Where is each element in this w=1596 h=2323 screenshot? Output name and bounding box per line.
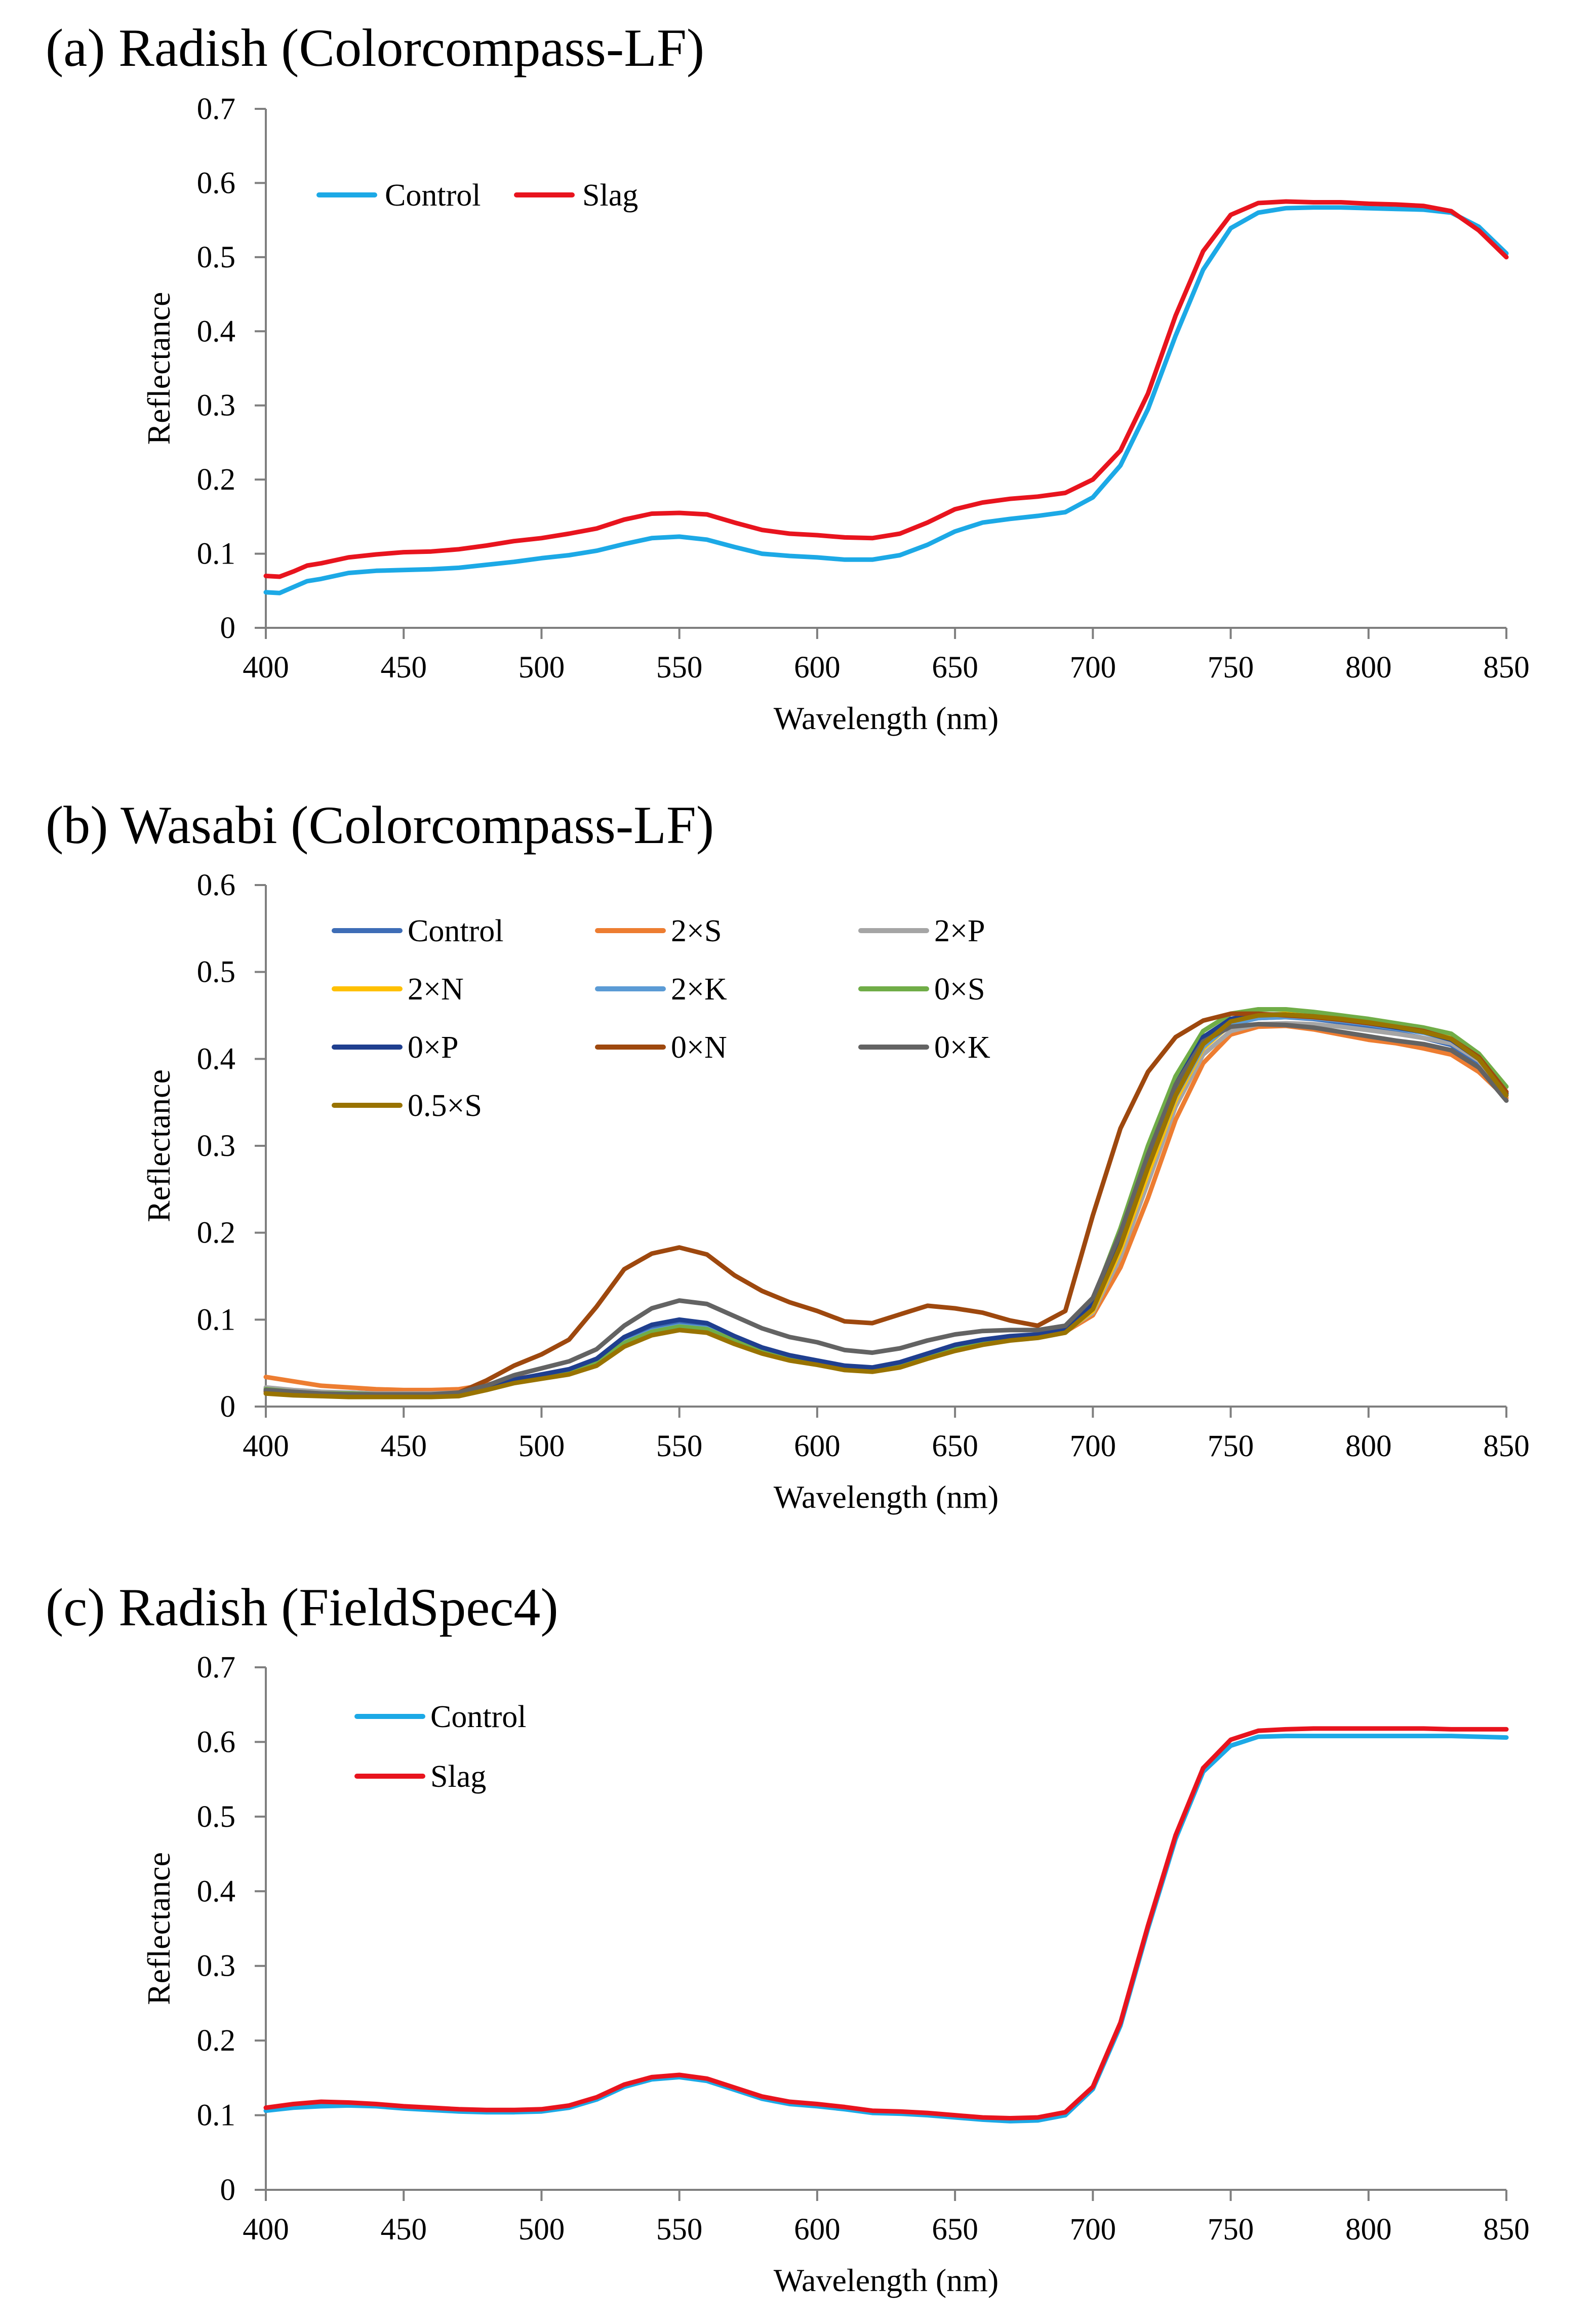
x-tick-label: 400 (243, 1429, 289, 1463)
y-axis-label: Reflectance (141, 1069, 177, 1222)
y-tick-label: 0.1 (197, 2099, 235, 2133)
y-tick-label: 0.4 (197, 314, 235, 348)
legend: Control Slag (354, 1700, 526, 1794)
legend-label: 0×K (934, 1030, 990, 1065)
series-line-slag (263, 1726, 1509, 2120)
x-tick-label: 650 (932, 1429, 978, 1463)
x-tick-label: 700 (1070, 2213, 1116, 2247)
x-tick-label: 600 (794, 1429, 841, 1463)
y-tick-label: 0.5 (197, 1800, 235, 1834)
legend-label: 2×S (671, 914, 722, 948)
x-tick-label: 650 (932, 2213, 978, 2247)
y-tick-label: 0 (220, 611, 236, 645)
x-tick-label: 800 (1345, 651, 1392, 685)
y-tick-label: 0.3 (197, 1949, 235, 1983)
y-tick-label: 0.2 (197, 2024, 235, 2058)
panel-a: (a) Radish (Colorcompass-LF) 0 0.1 0.2 0.3 0.… (46, 18, 1530, 736)
legend-label: 0×N (671, 1030, 727, 1065)
x-tick-label: 600 (794, 651, 841, 685)
y-tick-label: 0.3 (197, 389, 235, 423)
x-tick-label: 850 (1483, 651, 1530, 685)
x-tick-label: 700 (1070, 651, 1116, 685)
legend-label: Slag (582, 178, 638, 213)
panel-title: (a) Radish (Colorcompass-LF) (46, 18, 704, 77)
x-tick-label: 750 (1208, 2213, 1254, 2247)
y-tick-label: 0.5 (197, 241, 235, 274)
legend: Control 2×S 2×P 2×N 2×K 0×S 0×P 0×N 0×K 0.5×S (332, 914, 990, 1123)
y-tick-label: 0.3 (197, 1129, 235, 1163)
legend-label: 2×P (934, 914, 985, 948)
x-tick-label: 500 (518, 2213, 565, 2247)
x-tick-label: 500 (518, 651, 565, 685)
x-tick-label: 750 (1208, 1429, 1254, 1463)
y-tick-label: 0.4 (197, 1042, 235, 1076)
x-tick-label: 500 (518, 1429, 565, 1463)
y-tick-label: 0.2 (197, 463, 235, 497)
legend-label: Slag (430, 1759, 486, 1794)
y-tick-label: 0.1 (197, 1303, 235, 1337)
x-tick-label: 650 (932, 651, 978, 685)
x-tick-label: 450 (380, 1429, 427, 1463)
y-tick-label: 0 (220, 1390, 236, 1424)
series-line-slag (263, 199, 1509, 579)
panel-b: (b) Wasabi (Colorcompass-LF) 0 0.1 0.2 0.3 0.… (46, 795, 1530, 1515)
x-axis-label: Wavelength (nm) (774, 700, 999, 736)
x-axis-label: Wavelength (nm) (774, 1479, 999, 1515)
panel-title: (c) Radish (FieldSpec4) (46, 1578, 558, 1637)
x-tick-label: 750 (1208, 651, 1254, 685)
legend: Control Slag (316, 178, 638, 213)
legend-label: Control (430, 1700, 526, 1734)
y-tick-label: 0.4 (197, 1874, 235, 1908)
series-line-control (263, 205, 1509, 595)
x-tick-label: 450 (380, 651, 427, 685)
x-tick-label: 800 (1345, 2213, 1392, 2247)
y-tick-label: 0.2 (197, 1216, 235, 1250)
x-tick-label: 850 (1483, 2213, 1530, 2247)
y-tick-label: 0.7 (197, 1651, 235, 1685)
x-tick-label: 400 (243, 2213, 289, 2247)
x-axis-label: Wavelength (nm) (774, 2262, 999, 2298)
legend-label: 0.5×S (408, 1089, 482, 1123)
y-tick-label: 0.1 (197, 537, 235, 571)
x-tick-label: 700 (1070, 1429, 1116, 1463)
y-axis-label: Reflectance (141, 1852, 177, 2005)
y-tick-label: 0.5 (197, 955, 235, 989)
x-tick-label: 550 (656, 1429, 703, 1463)
y-tick-label: 0.6 (197, 868, 235, 902)
x-tick-label: 450 (380, 2213, 427, 2247)
legend-label: 2×K (671, 972, 727, 1007)
x-tick-label: 800 (1345, 1429, 1392, 1463)
y-tick-label: 0.6 (197, 166, 235, 200)
legend-label: 0×P (408, 1030, 458, 1065)
legend-label: 0×S (934, 972, 985, 1007)
panel-c: (c) Radish (FieldSpec4) 0 0.1 0.2 0.3 0.4 0.5 0… (46, 1578, 1530, 2298)
panel-title: (b) Wasabi (Colorcompass-LF) (46, 795, 714, 855)
legend-label: Control (408, 914, 503, 948)
legend-label: 2×N (408, 972, 464, 1007)
legend-label: Control (385, 178, 481, 213)
x-tick-label: 550 (656, 651, 703, 685)
y-tick-label: 0.6 (197, 1725, 235, 1759)
x-tick-label: 600 (794, 2213, 841, 2247)
y-tick-label: 0.7 (197, 92, 235, 126)
series-line-0.5-s (263, 1012, 1509, 1399)
y-tick-label: 0 (220, 2173, 236, 2207)
y-axis-label: Reflectance (141, 292, 177, 445)
x-tick-label: 550 (656, 2213, 703, 2247)
series-line-0-k (263, 1022, 1509, 1397)
x-tick-label: 400 (243, 651, 289, 685)
x-tick-label: 850 (1483, 1429, 1530, 1463)
